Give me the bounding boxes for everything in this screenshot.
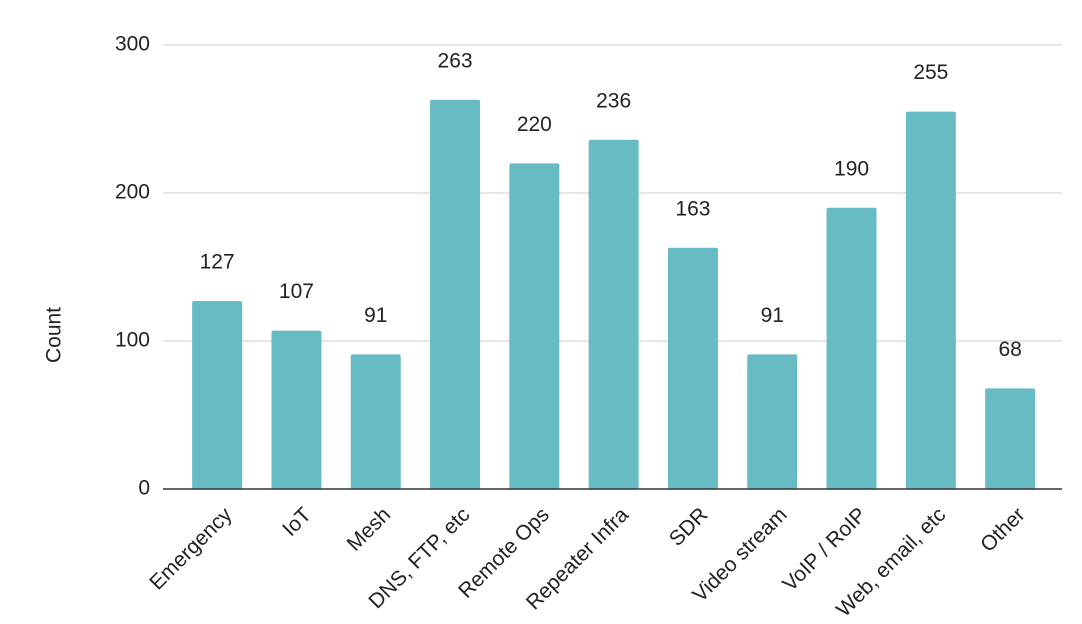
bar [588,139,639,489]
bar [509,163,560,489]
value-label: 255 [913,61,948,84]
value-label: 263 [438,49,473,72]
bar [905,111,956,489]
bar [747,354,798,489]
bar [430,99,481,489]
bar [192,301,243,489]
y-tick-label: 300 [115,33,150,56]
x-tick-label: Mesh [343,503,396,556]
value-label: 190 [834,157,869,180]
value-label: 91 [364,304,387,327]
y-tick-label: 100 [115,329,150,352]
y-tick-label: 200 [115,181,150,204]
bar [667,247,718,489]
bar [826,207,877,490]
x-tick-label: Other [976,503,1029,556]
value-label: 68 [998,338,1021,361]
value-label: 107 [279,280,314,303]
x-tick-label: SDR [665,503,713,551]
value-label: 163 [675,197,710,220]
bar [985,388,1036,489]
x-tick-label: Emergency [145,503,237,595]
y-tick-label: 0 [138,477,150,500]
x-tick-label: IoT [278,503,316,541]
y-axis-label: Count [43,307,66,363]
value-label: 127 [200,251,235,274]
value-label: 220 [517,113,552,136]
bar [350,354,401,489]
value-label: 91 [761,304,784,327]
bar [271,330,322,489]
value-label: 236 [596,89,631,112]
